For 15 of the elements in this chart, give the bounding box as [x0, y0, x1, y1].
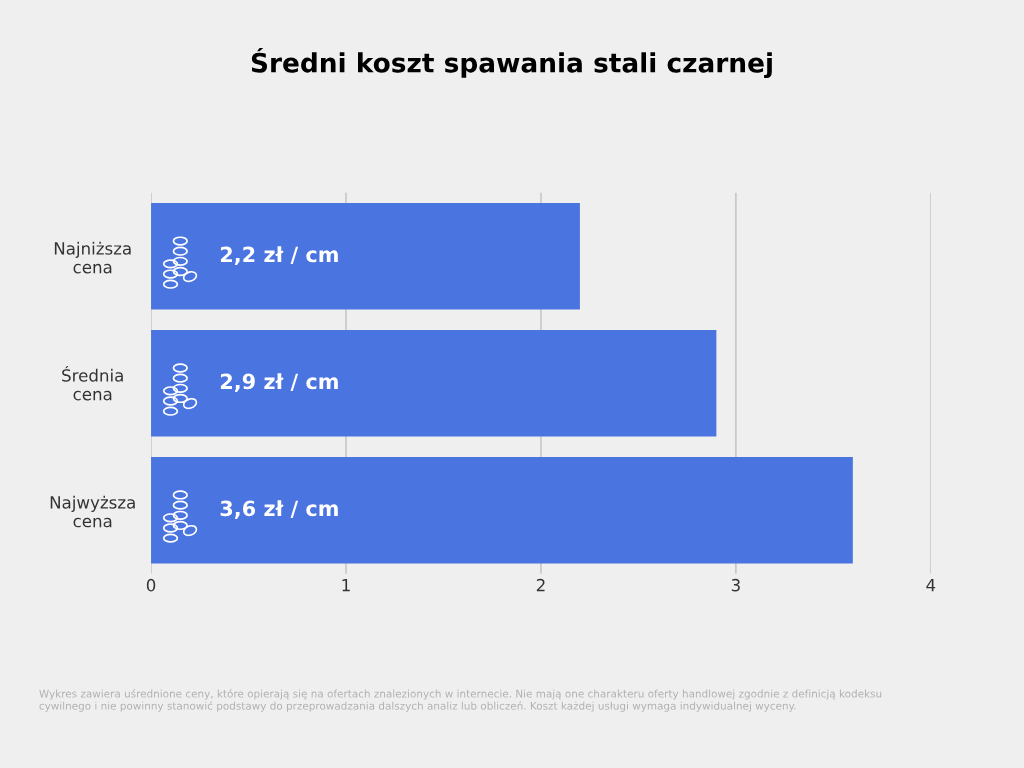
x-tick-label: 2 — [536, 578, 545, 592]
data-label: 3,6 zł / cm — [220, 500, 338, 519]
y-tick-label: Najwyższa cena — [50, 495, 135, 528]
x-tick-label: 1 — [342, 579, 350, 592]
x-tick-label: 4 — [926, 579, 936, 592]
bar — [151, 329, 717, 437]
x-tick-label: 3 — [731, 578, 740, 592]
y-tick-label: Średnia cena — [62, 366, 123, 401]
chart-title: Średni koszt spawania stali czarnej — [251, 47, 772, 79]
bar — [151, 456, 853, 564]
x-tick-label: 0 — [146, 578, 156, 592]
data-label: 2,9 zł / cm — [220, 373, 338, 392]
data-label: 2,2 zł / cm — [220, 246, 338, 265]
bar — [151, 202, 580, 310]
y-tick-label: Najniższa cena — [54, 241, 131, 274]
